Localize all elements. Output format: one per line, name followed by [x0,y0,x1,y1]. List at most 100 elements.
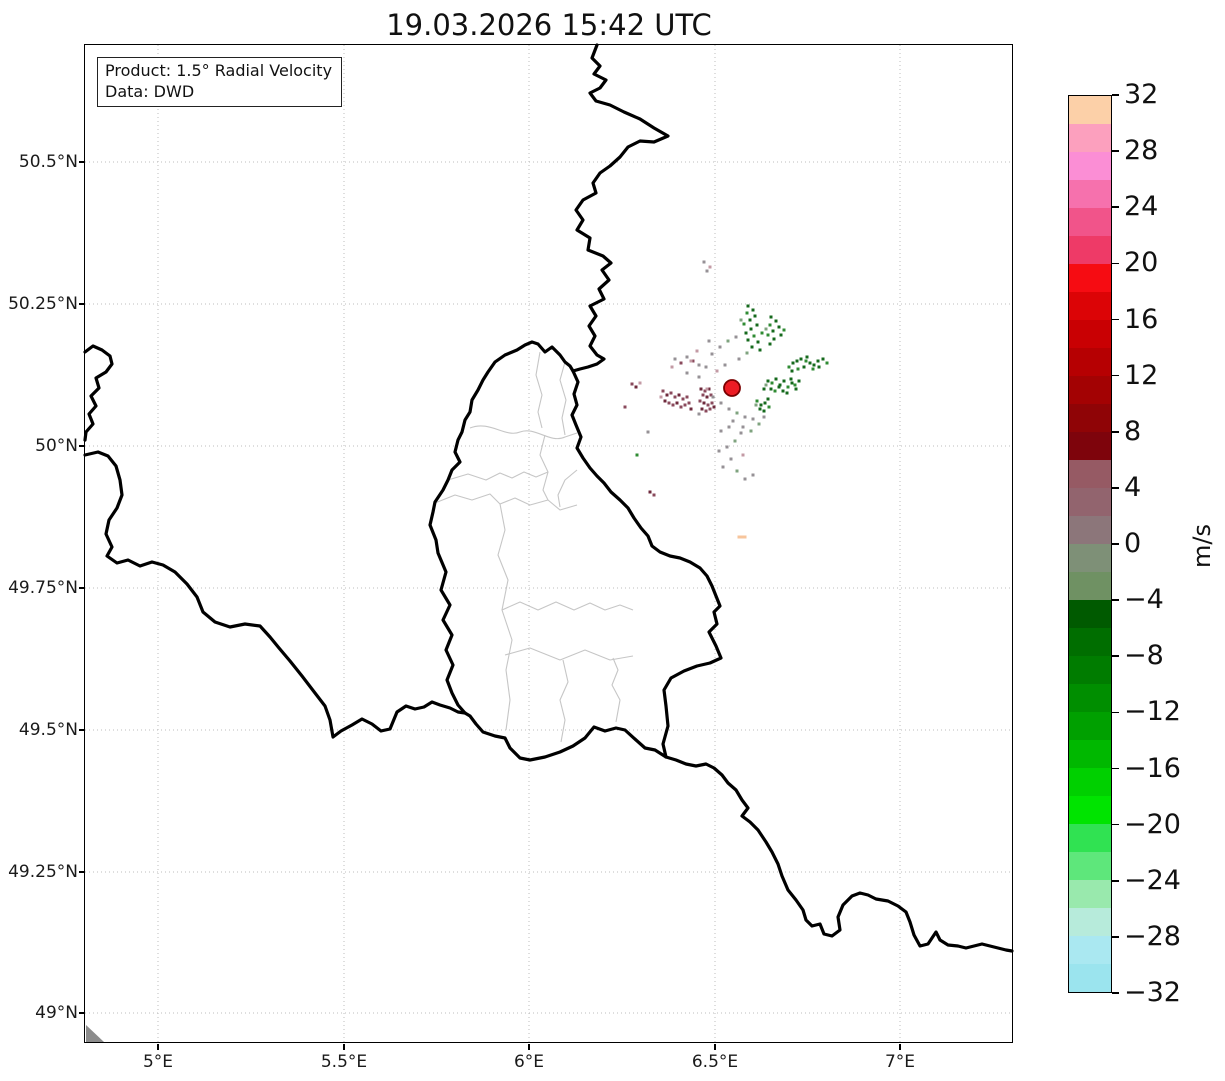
radar-echo-point [691,359,695,363]
radar-echo-point [741,453,745,457]
radar-echo-point [742,322,746,326]
colorbar-segment [1069,236,1111,264]
district-border [504,647,634,661]
radar-echo-point [708,407,712,411]
radar-echo-point [675,401,679,405]
colorbar-tick-mark [1112,992,1119,994]
colorbar-segment [1069,852,1111,880]
radar-echo-point [774,319,778,323]
colorbar-segment [1069,656,1111,684]
radar-echo-point [753,314,757,318]
colorbar-segment [1069,796,1111,824]
colorbar-tick-label: 28 [1124,135,1159,167]
radar-echo-point [825,361,829,365]
radar-echo-point [771,329,775,333]
radar-echo-point [779,333,783,337]
radar-echo-point [751,308,755,312]
radar-echo-point [802,365,806,369]
colorbar-segment [1069,292,1111,320]
y-tick-label: 49°N [35,1003,78,1023]
info-box: Product: 1.5° Radial Velocity Data: DWD [97,57,343,107]
radar-echo-point [726,339,730,343]
x-tick-label: 6°E [513,1052,545,1072]
map-corner-shading [86,1025,104,1042]
colorbar-tick-label: −24 [1124,864,1181,896]
radar-echo-point [763,401,767,405]
radar-echo-point [710,401,714,405]
radar-echo-point [731,419,735,423]
radar-echo-point [766,379,770,383]
radar-echo-point [787,365,791,369]
radar-echo-point [746,304,750,308]
country-border [83,450,467,739]
colorbar-segment [1069,600,1111,628]
radar-echo-point [804,359,808,363]
colorbar-tick-mark [1112,206,1119,209]
colorbar-segment [1069,152,1111,180]
radar-echo-point [766,397,770,401]
map-plot-frame [84,44,1013,1043]
radar-echo-point [652,493,656,497]
x-tick-mark [899,1044,901,1050]
radar-echo-point [790,381,794,385]
radar-echo-point [793,383,797,387]
colorbar-segment [1069,208,1111,236]
radar-echo-point [708,265,712,269]
radar-echo-point [711,395,715,399]
colorbar-tick-mark [1112,823,1119,826]
colorbar-tick-mark [1112,94,1119,96]
district-border [497,503,513,731]
colorbar-tick-label: 32 [1124,79,1159,110]
colorbar-segment [1069,684,1111,712]
radar-echo-point [719,429,723,433]
radar-echo-point [670,365,674,369]
radar-echo-point [750,345,754,349]
radar-echo-point [745,311,749,315]
radar-echo-point [673,357,677,361]
colorbar-segment [1069,880,1111,908]
y-tick-label: 49.25°N [8,862,78,882]
colorbar-tick-mark [1112,599,1119,601]
radar-echo-point [635,453,639,457]
colorbar-segment [1069,348,1111,376]
radar-echo-point [667,401,671,405]
colorbar-tick-label: 12 [1124,359,1159,391]
radar-echo-point [700,407,704,411]
radar-echo-point [764,327,768,331]
radar-echo-point [749,429,753,433]
radar-echo-point [705,387,709,391]
colorbar-tick-label: −4 [1124,584,1164,616]
radar-echo-point [725,445,729,449]
x-tick-mark [714,1044,716,1050]
colorbar-tick-label: 0 [1124,528,1142,559]
radar-echo-point [689,359,693,363]
radar-echo-point [759,403,763,407]
colorbar-tick-label: 16 [1124,303,1159,335]
radar-echo-point [646,430,650,434]
radar-echo-point [743,477,747,481]
radar-echo-point [702,401,706,405]
y-tick-label: 50.25°N [8,294,78,314]
map-svg [83,43,1014,1043]
colorbar-tick-mark [1112,655,1119,658]
colorbar-tick-label: 24 [1124,191,1159,223]
radar-echo-point [746,338,750,342]
country-border [83,344,114,442]
radar-echo-point [757,422,761,426]
colorbar-tick-label: 20 [1124,247,1159,279]
radar-echo-point [789,377,793,381]
colorbar-tick-mark [1112,543,1119,545]
radar-echo-point [679,405,683,409]
colorbar-tick-label: −8 [1124,640,1164,672]
radar-echo-point [630,382,634,386]
y-tick-label: 50°N [35,436,78,456]
colorbar-segment [1069,516,1111,544]
radar-echo-point [794,387,798,391]
radar-echo-point [796,367,800,371]
radar-echo-point [777,385,781,389]
colorbar-segment [1069,908,1111,936]
colorbar-segment [1069,264,1111,292]
country-border [664,755,1014,953]
colorbar-tick-label: −12 [1124,696,1181,728]
